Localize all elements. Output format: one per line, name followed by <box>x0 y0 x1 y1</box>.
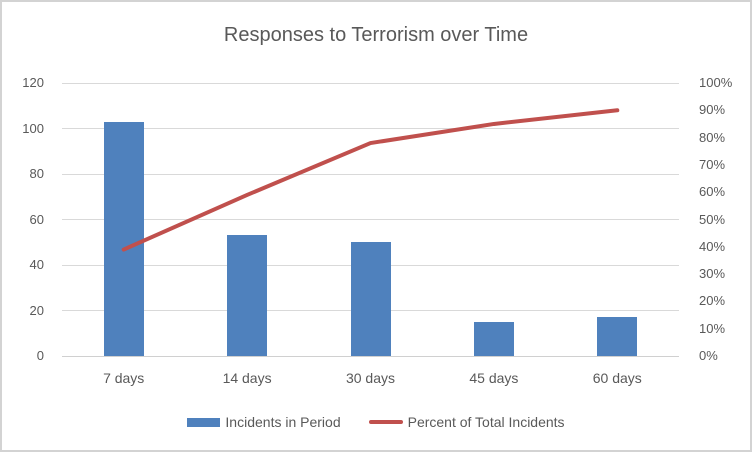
y-right-tick-label: 50% <box>699 211 726 227</box>
y-left-tick-label: 0 <box>36 348 44 363</box>
gridline <box>62 173 679 175</box>
y-right-tick-label: 20% <box>699 293 726 309</box>
bar-60-days <box>597 317 638 356</box>
y-right-tick-label: 90% <box>699 102 726 118</box>
legend-label-line: Percent of Total Incidents <box>407 414 565 430</box>
y-right-tick-label: 100% <box>699 75 733 90</box>
x-label-7-days: 7 days <box>103 370 145 386</box>
y-right-tick-label: 30% <box>699 266 726 282</box>
y-right-tick-label: 40% <box>699 238 726 254</box>
gridline <box>62 219 679 220</box>
line-swatch-icon <box>368 420 403 424</box>
gridline <box>62 128 679 129</box>
legend-item-bars: Incidents in Period <box>187 414 341 430</box>
x-label-45-days: 45 days <box>469 370 519 386</box>
legend-item-line: Percent of Total Incidents <box>368 414 565 430</box>
y-right-tick-label: 60% <box>699 184 726 200</box>
gridline <box>62 82 679 84</box>
x-label-60-days: 60 days <box>592 370 642 386</box>
y-right-tick-label: 70% <box>699 156 726 172</box>
chart-title: Responses to Terrorism over Time <box>223 24 529 46</box>
y-left-tick-label: 20 <box>29 302 44 318</box>
bar-45-days <box>473 321 514 356</box>
x-axis-line <box>62 356 679 357</box>
y-left-tick-label: 120 <box>22 75 44 90</box>
percent-line <box>121 108 620 252</box>
bar-30-days <box>350 242 391 356</box>
y-left-tick-label: 80 <box>29 166 44 181</box>
x-label-30-days: 30 days <box>345 370 396 386</box>
bar-7-days <box>103 121 144 356</box>
y-left-tick-label: 60 <box>29 211 44 227</box>
bar-14-days <box>227 235 268 356</box>
x-label-14-days: 14 days <box>222 370 272 386</box>
legend: Incidents in Period Percent of Total Inc… <box>2 414 750 430</box>
y-left-tick-label: 100 <box>22 120 44 136</box>
y-right-tick-label: 80% <box>699 129 726 145</box>
y-right-tick-label: 0% <box>699 348 718 363</box>
plot-area <box>62 82 679 357</box>
legend-label-bars: Incidents in Period <box>225 414 341 430</box>
bar-swatch-icon <box>187 417 221 427</box>
y-right-tick-label: 10% <box>699 320 726 336</box>
y-left-tick-label: 40 <box>29 257 44 272</box>
